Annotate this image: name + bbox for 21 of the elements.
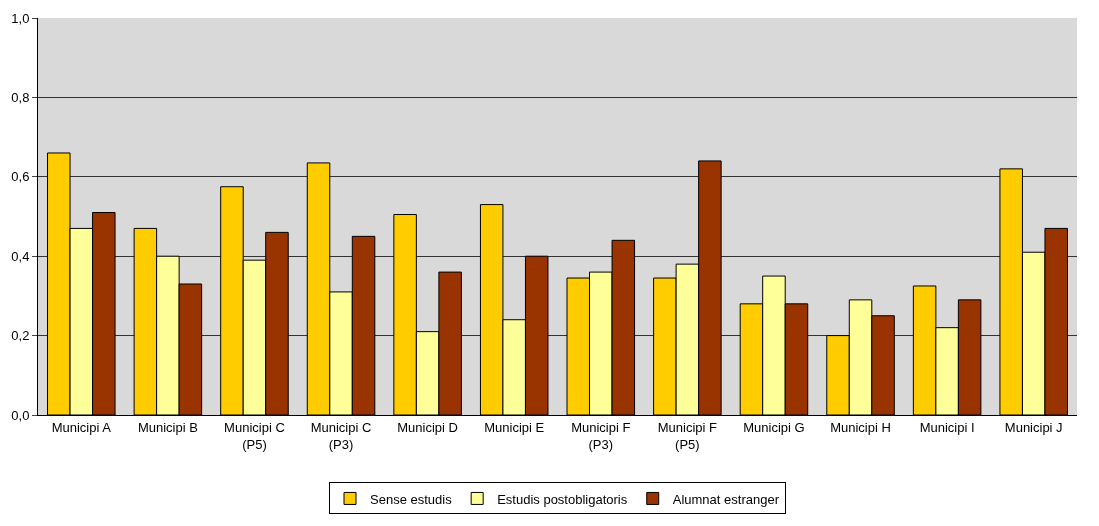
- legend-label: Estudis postobligatoris: [497, 491, 628, 507]
- x-tick-label: Municipi H: [830, 419, 891, 435]
- x-tick-label: Municipi E: [484, 419, 545, 435]
- legend-label: Sense estudis: [370, 491, 453, 507]
- x-tick-label: Municipi B: [137, 419, 198, 435]
- y-tick-label: 0,4: [11, 248, 30, 264]
- x-tick-label: Municipi D: [397, 419, 458, 435]
- y-tick-label: 1,0: [11, 10, 30, 26]
- x-tick-label: Municipi J: [1004, 419, 1063, 435]
- y-tick-label: 0,8: [11, 89, 30, 105]
- y-tick-label: 0,2: [11, 328, 30, 344]
- x-tick-label: Municipi F (P3): [571, 419, 631, 452]
- x-tick-label: Municipi G: [743, 419, 805, 435]
- y-tick-label: 0,0: [11, 407, 30, 423]
- legend-label: Alumnat estranger: [672, 491, 780, 507]
- x-tick-label: Municipi C (P5): [224, 419, 285, 452]
- x-tick-label: Municipi A: [51, 419, 112, 435]
- y-tick-label: 0,6: [11, 169, 30, 185]
- x-tick-label: Municipi I: [919, 419, 975, 435]
- x-tick-label: Municipi C (P3): [310, 419, 372, 452]
- x-tick-label: Municipi F (P5): [657, 419, 718, 452]
